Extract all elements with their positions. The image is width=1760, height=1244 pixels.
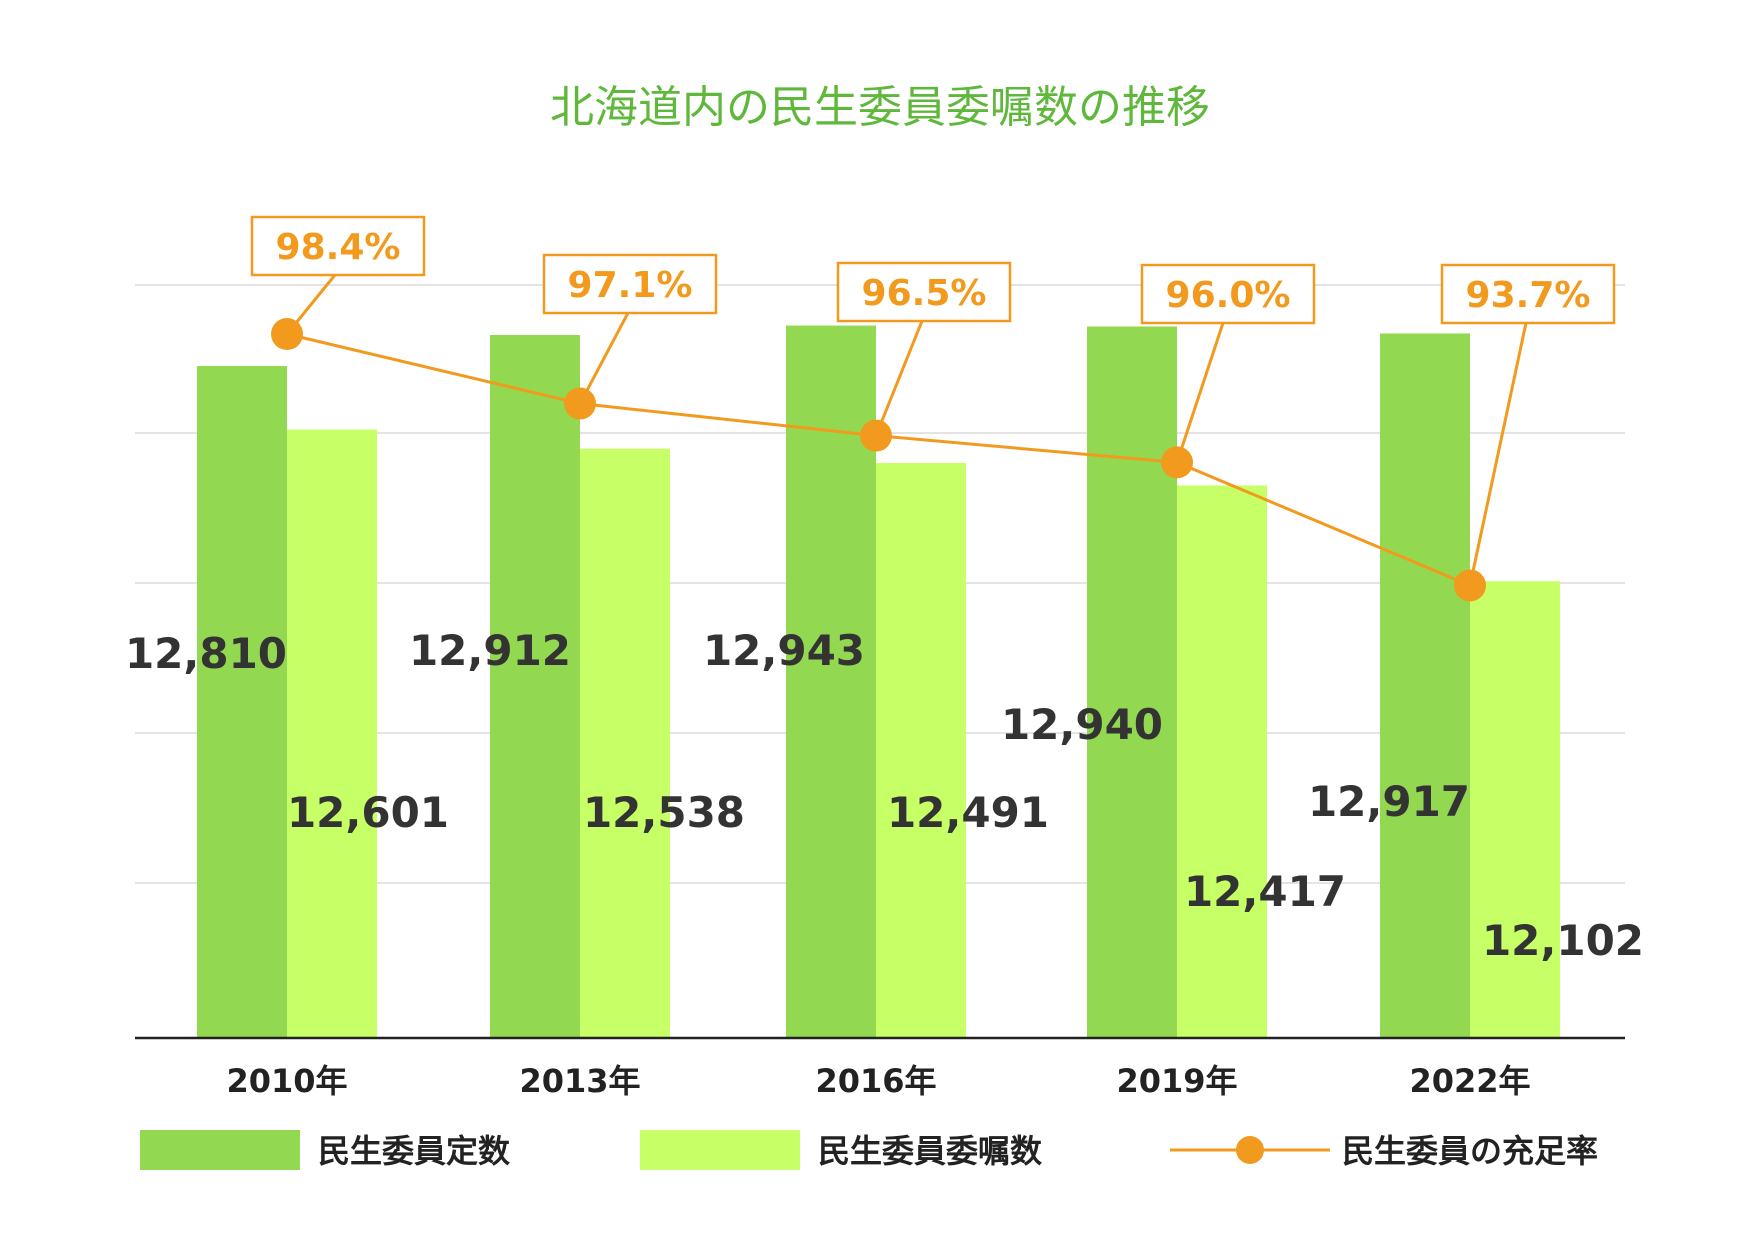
legend-label-rate: 民生委員の充足率 <box>1342 1132 1598 1170</box>
bar-quota-label-2: 12,943 <box>703 626 865 675</box>
rate-point-3 <box>1161 446 1193 479</box>
legend-swatch-quota <box>140 1130 300 1170</box>
legend: 民生委員定数 民生委員委嘱数 民生委員の充足率 <box>140 1130 1598 1170</box>
rate-label-2: 96.5% <box>862 273 987 314</box>
bar-commissioned-3 <box>1177 485 1267 1038</box>
rate-point-2 <box>860 419 892 452</box>
rate-point-1 <box>564 387 596 420</box>
bar-quota-label-3: 12,940 <box>1001 700 1163 749</box>
bar-quota-1 <box>490 334 580 1038</box>
rate-callout-box-3 <box>1140 263 1316 325</box>
bar-commissioned-label-2: 12,491 <box>887 788 1049 837</box>
rate-callout-box-0 <box>250 215 426 277</box>
rate-label-4: 93.7% <box>1466 275 1591 316</box>
bar-commissioned-2 <box>876 462 966 1039</box>
x-axis-ticks: 2010年 2013年 2016年 2019年 2022年 <box>226 1062 1530 1100</box>
rate-leader-4 <box>1468 322 1528 586</box>
x-tick-2: 2016年 <box>815 1062 936 1100</box>
rate-leader-2 <box>874 320 924 437</box>
x-tick-3: 2019年 <box>1116 1062 1237 1100</box>
bar-commissioned-label-1: 12,538 <box>583 788 745 837</box>
bar-quota-4 <box>1380 333 1470 1039</box>
x-tick-4: 2022年 <box>1409 1062 1530 1100</box>
legend-swatch-commissioned <box>640 1130 800 1170</box>
rate-callout-box-4 <box>1440 263 1616 325</box>
bar-quota-0 <box>197 366 287 1038</box>
legend-label-commissioned: 民生委員委嘱数 <box>818 1132 1043 1170</box>
rate-label-3: 96.0% <box>1166 275 1291 316</box>
bar-commissioned-0 <box>287 429 377 1038</box>
rate-leader-1 <box>578 312 630 405</box>
rate-leader-3 <box>1175 322 1225 463</box>
rate-point-4 <box>1454 569 1486 602</box>
rate-label-0: 98.4% <box>276 227 401 268</box>
rate-callout-box-2 <box>836 261 1012 323</box>
bar-quota-label-0: 12,810 <box>125 629 287 678</box>
x-tick-0: 2010年 <box>226 1062 347 1100</box>
chart-title: 北海道内の民生委員委嘱数の推移 <box>550 82 1210 133</box>
bar-quota-label-4: 12,917 <box>1308 777 1470 826</box>
legend-marker-rate <box>1236 1136 1264 1164</box>
bar-commissioned-1 <box>580 448 670 1038</box>
x-tick-1: 2013年 <box>519 1062 640 1100</box>
bar-quota-label-1: 12,912 <box>409 626 571 675</box>
bar-commissioned-label-4: 12,102 <box>1482 916 1644 965</box>
rate-label-1: 97.1% <box>568 265 693 306</box>
bar-labels: 12,810 12,601 12,912 12,538 12,943 12,491 12,9… <box>125 626 1644 965</box>
bars <box>197 325 1560 1039</box>
rate-point-0 <box>271 318 303 350</box>
bar-quota-3 <box>1087 326 1177 1038</box>
rate-line: 98.4% 97.1% 96.5% 96.0% 93.7% <box>250 215 1616 602</box>
bar-commissioned-4 <box>1470 581 1560 1038</box>
bar-commissioned-label-0: 12,601 <box>287 788 449 837</box>
rate-callout-box-1 <box>542 253 718 315</box>
bar-commissioned-label-3: 12,417 <box>1184 867 1346 916</box>
bar-quota-2 <box>786 325 876 1038</box>
legend-label-quota: 民生委員定数 <box>318 1132 511 1170</box>
